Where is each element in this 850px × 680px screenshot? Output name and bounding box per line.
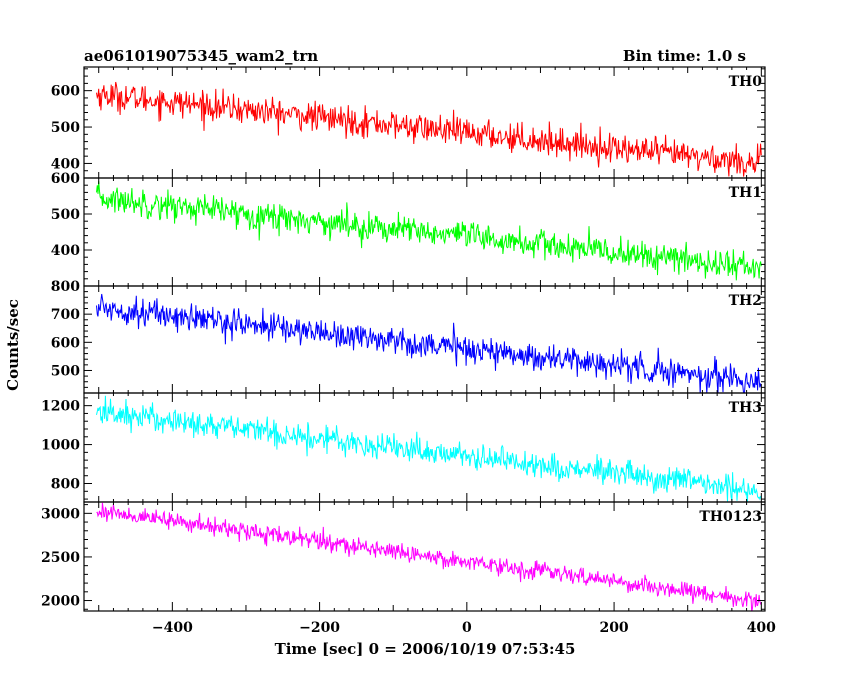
panel-label: TH2 (729, 293, 762, 309)
x-axis-label: Time [sec] 0 = 2006/10/19 07:53:45 (275, 640, 576, 658)
panel-frame (83, 392, 766, 503)
y-tick-label: 500 (51, 207, 80, 223)
y-tick-label: 400 (51, 243, 80, 259)
panel-th3: 800 1000 1200 TH3 (41, 392, 766, 503)
x-tick-label: 400 (747, 620, 776, 636)
panel-label: TH3 (729, 400, 762, 416)
panel-label: TH1 (729, 185, 762, 201)
y-tick-label: 1200 (41, 399, 80, 415)
y-tick-label: 600 (51, 84, 80, 100)
x-tick-label: 0 (462, 620, 472, 636)
panel-th0123: 2000 2500 3000 TH0123 (41, 501, 766, 612)
panel-th1: 400 500 600 TH1 (51, 171, 766, 287)
y-tick-label: 800 (51, 279, 80, 295)
panel-label: TH0123 (699, 509, 762, 525)
y-tick-label: 3000 (41, 506, 80, 522)
x-tick-label: 200 (599, 620, 628, 636)
panel-th2: 500 600 700 800 TH2 (51, 279, 766, 394)
y-tick-label: 600 (51, 335, 80, 351)
panel-label: TH0 (729, 74, 763, 90)
series-line-th0 (96, 81, 762, 177)
bin-time-label: Bin time: 1.0 s (623, 47, 746, 65)
x-tick-label: −200 (299, 620, 340, 636)
y-tick-label: 600 (51, 171, 80, 187)
series-line-th1 (96, 181, 762, 281)
y-axis-label: Counts/sec (4, 299, 22, 391)
y-tick-label: 1000 (41, 438, 80, 454)
chart-title: ae061019075345_wam2_trn (84, 47, 318, 65)
series-line-th2 (96, 293, 762, 393)
series-line-th0123 (96, 502, 762, 611)
y-tick-label: 500 (51, 363, 80, 379)
y-tick-label: 700 (51, 307, 80, 323)
y-tick-label: 500 (51, 120, 80, 136)
x-tick-label: −400 (152, 620, 193, 636)
x-axis: −400 −200 0 200 400 (152, 620, 776, 636)
y-tick-label: 400 (51, 156, 80, 172)
y-tick-label: 2000 (41, 594, 80, 610)
panel-th0: 400 500 600 TH0 (51, 66, 766, 179)
series-line-th3 (96, 395, 762, 502)
y-tick-label: 800 (51, 477, 80, 493)
y-tick-label: 2500 (41, 550, 80, 566)
panels: 400 500 600 TH0 400 500 600 TH1 500 600 700 800 TH2 8… (41, 66, 766, 612)
